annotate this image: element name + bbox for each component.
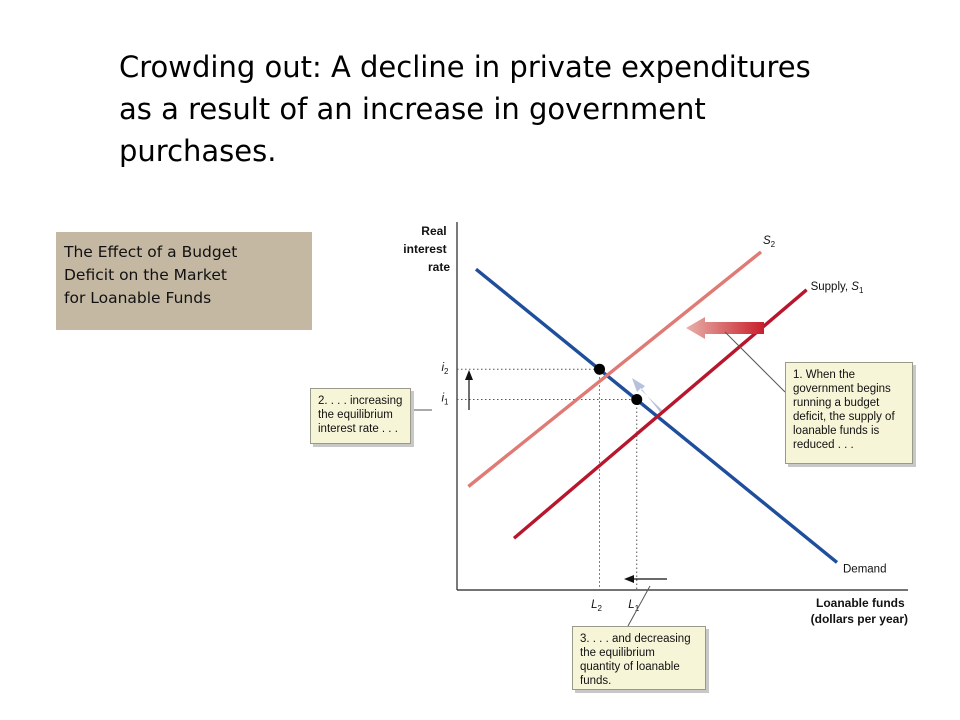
equilibrium-move-arrow [632,378,662,412]
interest-rise-arrowhead [465,370,473,380]
curve-s2 [467,250,763,488]
callout-line: deficit, the supply of [793,411,895,423]
figure-caption-box: The Effect of a Budget Deficit on the Ma… [56,232,312,330]
x-axis-label-line: (dollars per year) [811,612,908,626]
callout-3-leader [627,585,651,627]
curve-label-1: Demand [843,563,886,575]
callout-quantity: 3. . . . and decreasing the equilibrium … [572,626,706,690]
callout-interest-rate: 2. . . . increasing the equilibrium inte… [310,388,411,444]
supply-shift-arrow [686,317,764,339]
x-axis-label: Loanable funds (dollars per year) [811,596,908,626]
y-axis-label-line: interest [403,242,446,256]
title-line: as a result of an increase in government [119,92,706,126]
y-axis-label-line: rate [428,260,450,274]
y-tick-label-2: i2 [441,362,449,376]
curve-label-2: Supply, S1 [811,281,864,295]
caption-line: Deficit on the Market [64,266,227,284]
y-axis-label: Real interest rate [403,224,450,274]
y-axis-label-line: Real [421,224,446,238]
x-tick-label-1: L1 [628,599,639,613]
callout-line: government begins [793,383,891,395]
caption-line: for Loanable Funds [64,289,212,307]
callout-line: funds. [580,675,612,687]
curve-label-3: S2 [763,235,776,249]
callout-line: the equilibrium [318,409,393,421]
callout-line: reduced . . . [793,439,854,451]
callout-line: running a budget [793,397,880,409]
callout-line: 3. . . . and decreasing [580,633,691,645]
equilibrium-guide-lines [457,368,638,590]
callout-line: quantity of loanable [580,661,680,673]
x-tick-label-2: L2 [591,599,602,613]
callout-line: interest rate . . . [318,423,398,435]
equilibrium-point-1 [631,394,643,406]
callout-1-leader [724,331,786,393]
callout-line: 2. . . . increasing [318,395,403,407]
equilibrium-point-2 [594,363,605,375]
quantity-fall-arrowhead [624,575,634,583]
callout-line: 1. When the [793,369,856,381]
x-axis-label-line: Loanable funds [816,596,905,610]
title-line: Crowding out: A decline in private expen… [119,50,811,84]
caption-line: The Effect of a Budget [64,243,238,261]
title-line: purchases. [119,134,277,168]
slide-title: Crowding out: A decline in private expen… [119,46,879,172]
callout-line: the equilibrium [580,647,655,659]
callout-supply-reduced: 1. When the government begins running a … [785,362,913,464]
callout-line: loanable funds is [793,425,880,437]
y-tick-label-1: i1 [441,393,449,407]
